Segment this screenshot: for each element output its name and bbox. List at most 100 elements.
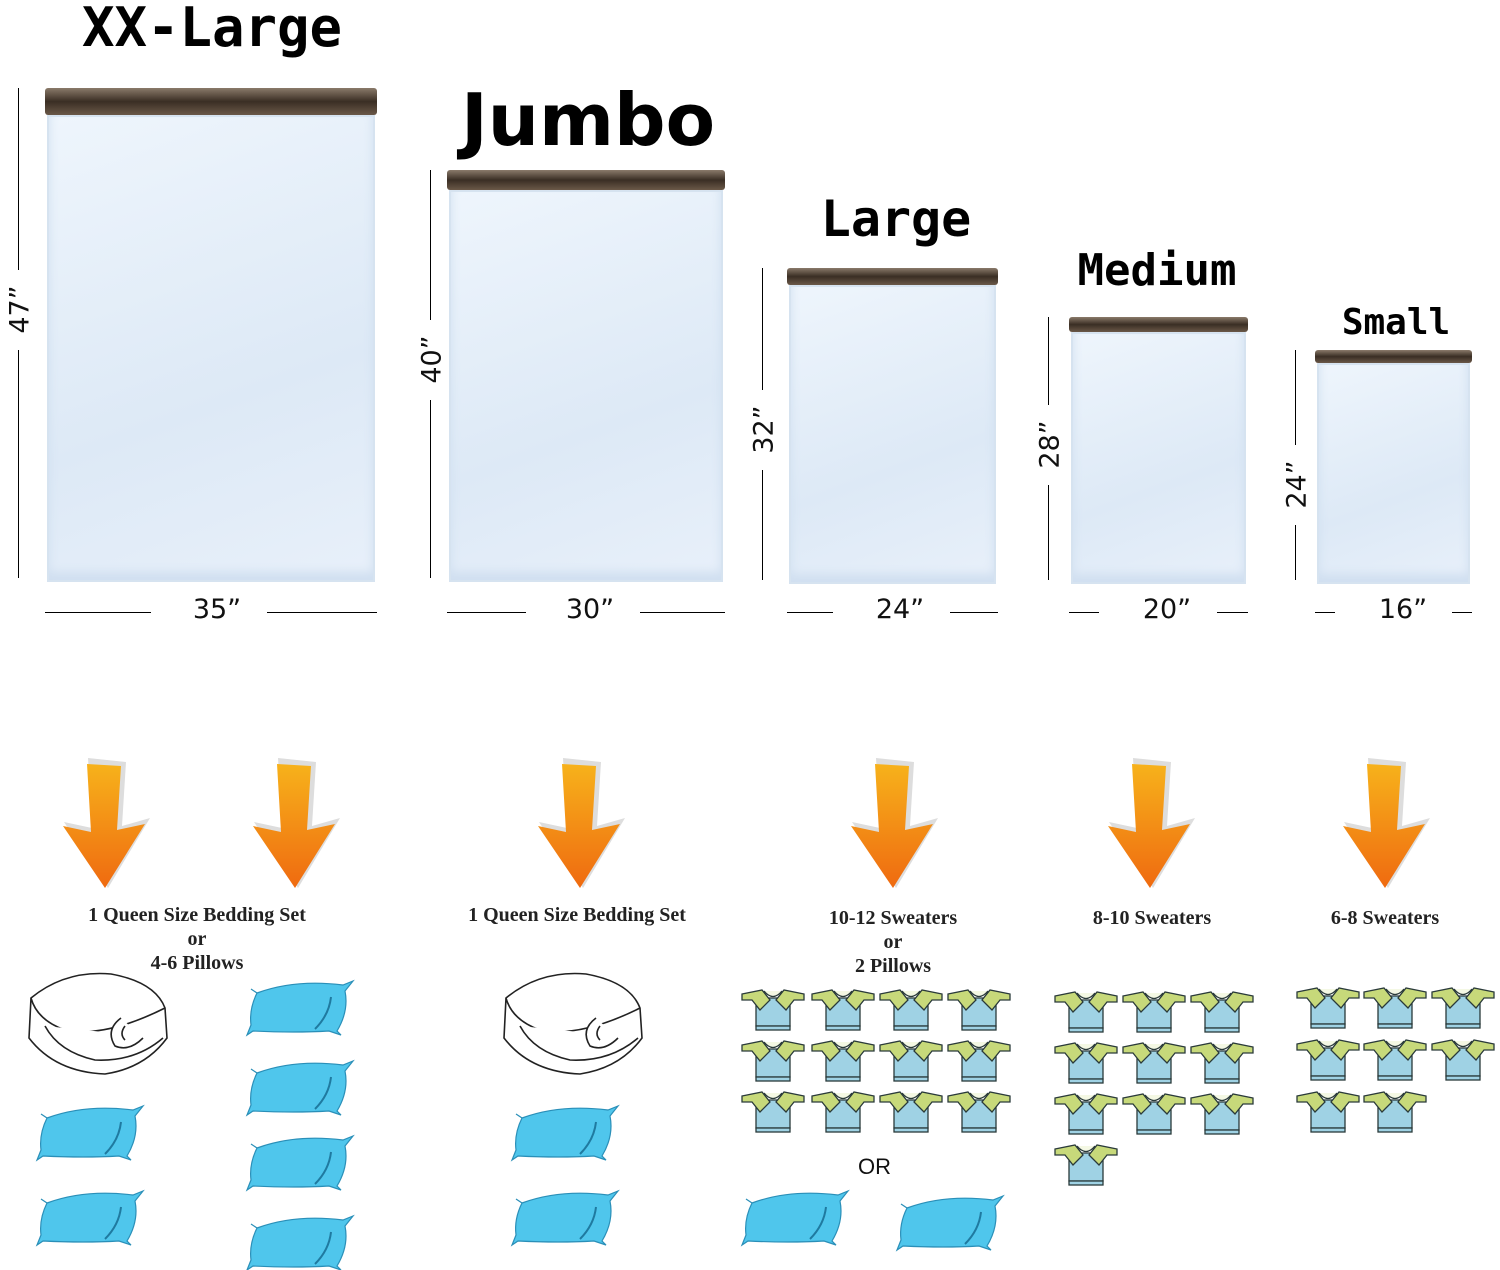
down-arrow-icon <box>530 758 630 897</box>
height-label: 28” <box>1034 420 1066 469</box>
sweater-icon <box>1295 1090 1361 1138</box>
pillow-icon <box>510 1100 622 1166</box>
capacity-caption: 1 Queen Size Bedding Set <box>468 903 686 927</box>
width-arrow-line <box>1315 612 1335 613</box>
height-arrow-line <box>1295 525 1296 580</box>
height-arrow-line <box>762 470 763 580</box>
zipper <box>787 268 998 285</box>
comforter-icon <box>500 968 648 1082</box>
width-label: 30” <box>565 594 615 625</box>
sweater-icon <box>740 988 806 1036</box>
bag-body <box>789 285 996 584</box>
bag-body <box>47 115 375 582</box>
down-arrow-icon <box>1100 758 1200 897</box>
pillow-icon <box>245 1210 357 1270</box>
sweater-icon <box>810 1039 876 1087</box>
down-arrow-icon <box>1335 758 1435 897</box>
bag-size-title: Jumbo <box>460 78 716 162</box>
height-label: 32” <box>748 405 780 454</box>
sweater-icon <box>1121 1092 1187 1140</box>
height-label: 40” <box>416 335 448 384</box>
sweater-icon <box>1121 1041 1187 1089</box>
sweater-icon <box>1053 990 1119 1038</box>
bag-size-title: Large <box>820 190 972 248</box>
height-arrow-line <box>1048 485 1049 580</box>
capacity-line: 1 Queen Size Bedding Set <box>88 904 306 926</box>
sweater-icon <box>878 988 944 1036</box>
sweater-icon <box>946 988 1012 1036</box>
width-arrow-line <box>787 612 833 613</box>
sweater-icon <box>1430 1038 1496 1086</box>
sweater-icon <box>1053 1041 1119 1089</box>
height-arrow-line <box>1048 317 1049 405</box>
sweater-icon <box>1189 1041 1255 1089</box>
width-label: 20” <box>1142 594 1192 625</box>
sweater-icon <box>810 1090 876 1138</box>
width-arrow-line <box>447 612 526 613</box>
down-arrow-icon <box>245 758 345 897</box>
or-label: OR <box>858 1154 891 1179</box>
pillow-icon <box>740 1185 852 1251</box>
bag-body <box>1317 363 1470 584</box>
sweater-icon <box>1430 986 1496 1034</box>
sweater-icon <box>1362 1038 1428 1086</box>
width-arrow-line <box>1069 612 1099 613</box>
pillow-icon <box>35 1100 147 1166</box>
down-arrow-icon <box>55 758 155 897</box>
capacity-line: 4-6 Pillows <box>150 952 244 974</box>
height-arrow-line <box>18 350 19 578</box>
pillow-icon <box>245 975 357 1041</box>
width-arrow-line <box>1451 612 1472 613</box>
sweater-icon <box>1053 1092 1119 1140</box>
down-arrow-icon <box>843 758 943 897</box>
sweater-icon <box>1295 986 1361 1034</box>
capacity-line: 1 Queen Size Bedding Set <box>468 904 686 926</box>
pillow-icon <box>245 1055 357 1121</box>
sweater-icon <box>740 1039 806 1087</box>
width-label: 24” <box>875 594 925 625</box>
capacity-caption: 8-10 Sweaters <box>1093 906 1211 930</box>
sweater-icon <box>1121 990 1187 1038</box>
capacity-line: 2 Pillows <box>854 955 932 977</box>
pillow-icon <box>35 1185 147 1251</box>
capacity-line: or <box>883 931 903 953</box>
height-label: 24” <box>1281 460 1313 509</box>
bag-size-title: XX-Large <box>81 0 343 59</box>
zipper <box>45 88 377 115</box>
sweater-icon <box>1053 1143 1119 1191</box>
sweater-icon <box>1295 1038 1361 1086</box>
capacity-caption: 1 Queen Size Bedding Set or 4-6 Pillows <box>88 903 306 975</box>
zipper <box>1315 350 1472 363</box>
capacity-line: or <box>187 928 207 950</box>
zipper <box>447 170 725 190</box>
width-arrow-line <box>950 612 998 613</box>
width-arrow-line <box>640 612 725 613</box>
zipper <box>1069 317 1248 332</box>
width-label: 16” <box>1378 594 1428 625</box>
sweater-icon <box>1189 990 1255 1038</box>
capacity-line: 10-12 Sweaters <box>828 907 958 929</box>
sweater-icon <box>810 988 876 1036</box>
sweater-icon <box>946 1039 1012 1087</box>
bag-body <box>1071 332 1246 584</box>
capacity-caption: 6-8 Sweaters <box>1331 906 1439 930</box>
height-arrow-line <box>430 170 431 320</box>
bag-size-title: Small <box>1341 302 1451 343</box>
height-arrow-line <box>762 268 763 390</box>
sweater-icon <box>946 1090 1012 1138</box>
width-arrow-line <box>45 612 151 613</box>
pillow-icon <box>245 1130 357 1196</box>
sweater-icon <box>1362 1090 1428 1138</box>
sweater-icon <box>740 1090 806 1138</box>
width-arrow-line <box>1217 612 1248 613</box>
height-label: 47” <box>4 285 36 334</box>
sweater-icon <box>1189 1092 1255 1140</box>
width-label: 35” <box>192 594 242 625</box>
bag-body <box>449 190 723 582</box>
height-arrow-line <box>1295 350 1296 445</box>
capacity-caption: 10-12 Sweaters or 2 Pillows <box>829 906 957 978</box>
capacity-line: 6-8 Sweaters <box>1330 907 1440 929</box>
sweater-icon <box>878 1090 944 1138</box>
pillow-icon <box>895 1190 1007 1256</box>
